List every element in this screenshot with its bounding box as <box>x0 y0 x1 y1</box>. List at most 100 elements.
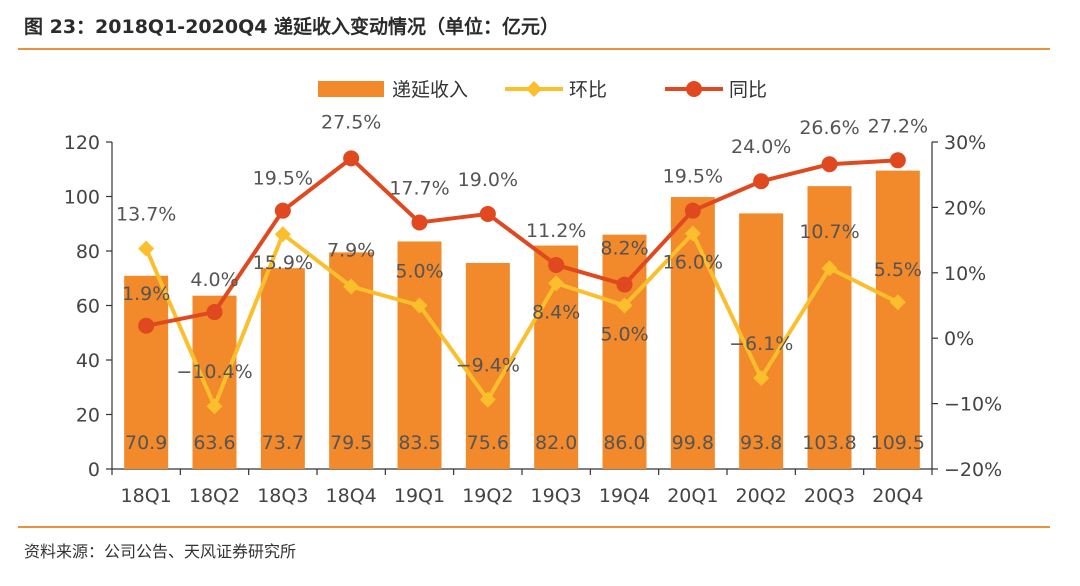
qoq-point <box>753 370 770 387</box>
qoq-data-label: 5.0% <box>600 324 648 346</box>
title-divider <box>18 48 1050 50</box>
legend-label-qoq: 环比 <box>569 79 607 101</box>
right-tick-label: 30% <box>944 132 986 154</box>
yoy-point <box>889 152 906 169</box>
bar-value-label: 79.5 <box>330 432 372 454</box>
x-tick-label: 20Q1 <box>667 485 718 507</box>
qoq-line <box>144 231 899 409</box>
qoq-point <box>684 225 701 242</box>
qoq-point <box>889 294 906 311</box>
bar-value-label: 63.6 <box>193 432 235 454</box>
yoy-point <box>274 202 291 219</box>
bar <box>670 197 715 470</box>
qoq-data-label: −10.4% <box>176 361 252 383</box>
x-tick-label: 19Q3 <box>531 485 582 507</box>
bar-value-label: 103.8 <box>802 432 856 454</box>
qoq-data-label: −6.1% <box>729 333 793 355</box>
qoq-data-label: 15.9% <box>253 252 313 274</box>
right-tick-label: 10% <box>944 263 986 285</box>
right-tick-label: 20% <box>944 197 986 219</box>
bar <box>260 268 305 469</box>
qoq-data-label: 7.9% <box>327 240 375 262</box>
yoy-point <box>343 150 360 167</box>
yoy-point <box>206 304 223 321</box>
left-tick-label: 80 <box>76 241 100 263</box>
yoy-point <box>411 214 428 231</box>
qoq-data-label: 10.7% <box>799 221 859 243</box>
qoq-point <box>821 260 838 277</box>
qoq-point <box>479 391 496 408</box>
qoq-point <box>343 278 360 295</box>
source-divider <box>18 526 1050 528</box>
yoy-data-label: 19.5% <box>663 166 723 188</box>
legend-label-yoy: 同比 <box>729 79 767 101</box>
bar-value-label: 70.9 <box>125 432 167 454</box>
x-tick-label: 20Q4 <box>872 485 923 507</box>
left-tick-label: 20 <box>76 405 100 427</box>
yoy-data-label: 27.5% <box>321 111 381 133</box>
qoq-point <box>411 297 428 314</box>
bar <box>465 262 510 469</box>
x-tick-label: 18Q3 <box>257 485 308 507</box>
yoy-point <box>821 156 838 173</box>
bar-value-label: 109.5 <box>871 432 925 454</box>
legend-swatch-qoq-marker <box>526 81 542 97</box>
x-tick-label: 19Q2 <box>462 485 513 507</box>
qoq-data-label: −9.4% <box>456 355 520 377</box>
qoq-data-label: 8.4% <box>532 301 580 323</box>
right-tick-label: −10% <box>944 394 1002 416</box>
bar-value-label: 82.0 <box>535 432 577 454</box>
bar-value-label: 86.0 <box>603 432 645 454</box>
qoq-point <box>206 398 223 415</box>
bar <box>807 186 852 469</box>
bar <box>602 234 647 469</box>
x-tick-label: 20Q3 <box>804 485 855 507</box>
qoq-data-label: 5.5% <box>874 259 922 281</box>
yoy-point <box>616 276 633 293</box>
qoq-point <box>138 240 155 257</box>
yoy-point <box>753 173 770 190</box>
yoy-data-label: 24.0% <box>731 136 791 158</box>
yoy-point <box>548 256 565 273</box>
left-tick-label: 120 <box>64 132 100 154</box>
left-tick-label: 100 <box>64 187 100 209</box>
source-note: 资料来源：公司公告、天风证券研究所 <box>24 542 297 561</box>
bar <box>192 295 237 469</box>
yoy-data-label: 8.2% <box>600 238 648 260</box>
x-tick-label: 18Q4 <box>326 485 377 507</box>
yoy-point <box>479 205 496 222</box>
yoy-data-label: 11.2% <box>526 220 586 242</box>
x-tick-label: 19Q1 <box>394 485 445 507</box>
bar-value-label: 83.5 <box>398 432 440 454</box>
left-tick-label: 40 <box>76 350 100 372</box>
yoy-data-label: 17.7% <box>389 177 449 199</box>
right-tick-label: −20% <box>944 459 1002 481</box>
yoy-point <box>138 317 155 334</box>
qoq-data-label: 16.0% <box>663 252 723 274</box>
left-tick-label: 60 <box>76 296 100 318</box>
bar <box>739 213 784 469</box>
bar-value-label: 93.8 <box>740 432 782 454</box>
yoy-point <box>684 202 701 219</box>
bar <box>124 275 169 469</box>
qoq-point <box>548 275 565 292</box>
yoy-data-label: 19.0% <box>458 169 518 191</box>
yoy-data-label: 4.0% <box>190 269 238 291</box>
yoy-data-label: 1.9% <box>122 283 170 305</box>
bar-value-label: 75.6 <box>467 432 509 454</box>
yoy-data-label: 19.5% <box>253 168 313 190</box>
qoq-point <box>616 297 633 314</box>
x-tick-label: 20Q2 <box>736 485 787 507</box>
legend-label-bar: 递延收入 <box>392 79 468 101</box>
bar-value-label: 73.7 <box>262 432 304 454</box>
chart-title: 图 23：2018Q1-2020Q4 递延收入变动情况（单位：亿元） <box>24 16 560 38</box>
bar-value-label: 99.8 <box>672 432 714 454</box>
x-tick-label: 18Q2 <box>189 485 240 507</box>
yoy-data-label: 27.2% <box>868 115 928 137</box>
x-tick-label: 18Q1 <box>121 485 172 507</box>
left-tick-label: 0 <box>88 459 100 481</box>
qoq-data-label: 5.0% <box>395 261 443 283</box>
yoy-line <box>145 156 898 328</box>
bar <box>397 241 442 469</box>
